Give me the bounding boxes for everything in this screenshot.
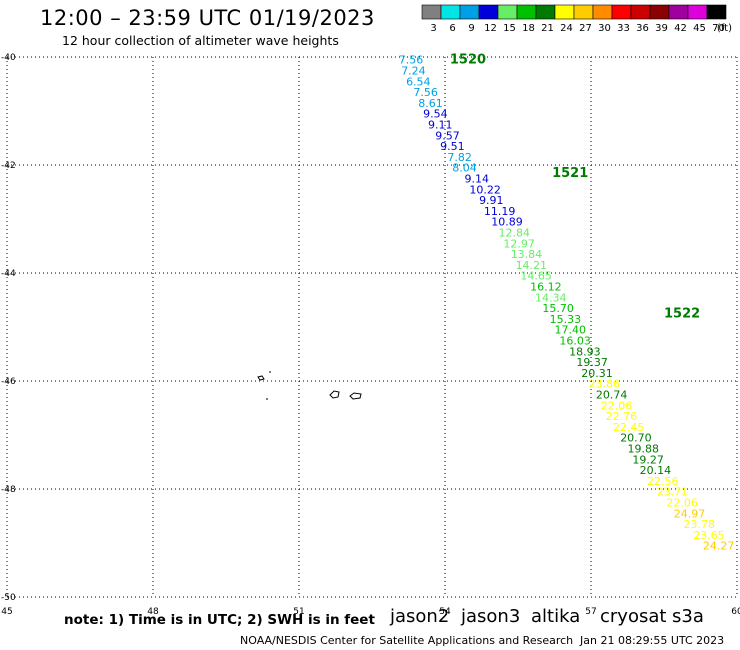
satellite-s3a: s3a <box>672 606 704 627</box>
scale-tick-label: 39 <box>655 23 668 34</box>
wave-height-value: 7.82 <box>447 151 472 164</box>
wave-height-value: 6.54 <box>406 75 431 88</box>
latitude-tick-label: -48 <box>1 485 16 495</box>
longitude-tick-label: 57 <box>585 607 596 617</box>
scale-tick-label: 45 <box>693 23 706 34</box>
map-tick-labels: 45 48 51 54 57 60 -40 -42 -44 -46 -48 -50 <box>1 53 740 617</box>
wave-height-value: 22.56 <box>647 475 679 488</box>
wave-height-value: 10.89 <box>491 216 523 229</box>
wave-height-value: 22.45 <box>613 421 645 434</box>
wave-height-value: 8.61 <box>418 97 443 110</box>
wave-height-value: 14.65 <box>520 270 552 283</box>
scale-tick-label: 33 <box>617 23 630 34</box>
chart-subtitle: 12 hour collection of altimeter wave hei… <box>62 33 339 48</box>
scale-tick-label: 70 <box>712 23 725 34</box>
latitude-tick-label: -50 <box>1 593 16 603</box>
wave-height-color-scale: 3 6 9 12 15 18 21 24 27 30 33 36 39 42 45 70(ft) <box>421 4 732 34</box>
longitude-tick-label: 45 <box>1 607 12 617</box>
wave-height-value: 17.40 <box>555 324 587 337</box>
wave-height-value: 23.86 <box>589 378 621 391</box>
wave-height-value: 11.19 <box>484 205 516 218</box>
wave-height-value: 9.57 <box>435 129 460 142</box>
scale-unit-label: (ft) <box>717 23 732 34</box>
wave-height-value: 16.03 <box>559 335 591 348</box>
wave-height-value: 18.93 <box>569 345 601 358</box>
island-outline <box>329 390 340 399</box>
latitude-tick-label: -44 <box>1 269 16 279</box>
wave-height-value: 10.22 <box>469 183 501 196</box>
wave-height-value: 9.51 <box>440 140 465 153</box>
longitude-tick-label: 60 <box>731 607 740 617</box>
wave-height-value: 19.37 <box>576 356 608 369</box>
scale-tick-label: 6 <box>449 23 455 34</box>
wave-height-value: 8.04 <box>452 162 477 175</box>
map-grid <box>6 56 738 598</box>
scale-tick-label: 3 <box>430 23 436 34</box>
orbit-pass-label: 1520 <box>450 53 486 68</box>
wave-height-value: 20.31 <box>581 367 613 380</box>
scale-tick-label: 24 <box>560 23 573 34</box>
latitude-tick-label: -46 <box>1 377 16 387</box>
scale-tick-label: 21 <box>541 23 554 34</box>
orbit-pass-label: 1521 <box>552 166 588 181</box>
wave-height-value: 20.70 <box>620 432 652 445</box>
scale-tick-label: 27 <box>579 23 592 34</box>
wave-height-value: 7.56 <box>413 86 438 99</box>
satellite-jason2: jason2 <box>390 606 450 627</box>
credit-line: NOAA/NESDIS Center for Satellite Applica… <box>240 634 574 647</box>
wave-height-value: 24.27 <box>703 540 735 553</box>
wave-height-value: 19.88 <box>628 443 660 456</box>
scale-tick-label: 15 <box>503 23 516 34</box>
chart-title: 12:00 – 23:59 UTC 01/19/2023 <box>40 6 375 30</box>
wave-height-value: 22.06 <box>601 399 633 412</box>
scale-tick-label: 30 <box>598 23 611 34</box>
wave-height-value: 15.70 <box>542 302 574 315</box>
longitude-tick-label: 54 <box>439 607 451 617</box>
wave-height-value: 20.74 <box>596 389 628 402</box>
wave-height-observations: 7.567.246.547.568.619.549.119.579.517.82… <box>399 54 735 553</box>
satellite-cryosat: cryosat <box>600 606 667 627</box>
scale-tick-label: 18 <box>522 23 535 34</box>
latitude-tick-label: -42 <box>1 161 16 171</box>
wave-height-value: 22.06 <box>666 497 698 510</box>
wave-height-value: 7.24 <box>401 65 426 78</box>
island-outlines <box>257 371 362 400</box>
wave-height-value: 16.12 <box>530 281 562 294</box>
latitude-tick-label: -40 <box>1 53 16 63</box>
wave-height-value: 19.27 <box>632 453 664 466</box>
wave-height-value: 9.14 <box>464 173 489 186</box>
wave-height-value: 23.78 <box>683 518 715 531</box>
wave-height-value: 7.56 <box>399 54 424 67</box>
longitude-tick-label: 48 <box>147 607 159 617</box>
wave-height-value: 23.65 <box>693 529 725 542</box>
generated-timestamp: Jan 21 08:29:55 UTC 2023 <box>580 634 725 647</box>
scale-tick-label: 36 <box>636 23 649 34</box>
longitude-tick-label: 51 <box>293 607 304 617</box>
units-note: note: 1) Time is in UTC; 2) SWH is in fe… <box>64 612 375 628</box>
scale-swatch <box>706 4 727 20</box>
wave-height-value: 22.76 <box>606 410 638 423</box>
scale-tick-label: 9 <box>468 23 474 34</box>
wave-height-value: 13.84 <box>511 248 543 261</box>
scale-tick-label: 12 <box>484 23 497 34</box>
wave-height-value: 20.14 <box>640 464 672 477</box>
island-outline <box>257 371 271 400</box>
wave-height-value: 12.97 <box>503 237 535 250</box>
wave-height-value: 14.34 <box>535 291 567 304</box>
wave-height-value: 9.54 <box>423 108 448 121</box>
wave-height-value: 14.21 <box>516 259 548 272</box>
wave-height-value: 9.11 <box>428 119 453 132</box>
orbit-pass-label: 1522 <box>664 307 700 322</box>
island-outline <box>349 392 362 400</box>
satellite-jason3: jason3 <box>461 606 521 627</box>
orbit-pass-labels: 1520 1521 1522 <box>450 53 700 322</box>
wave-height-value: 15.33 <box>550 313 582 326</box>
scale-tick-label: 42 <box>674 23 687 34</box>
wave-height-value: 23.71 <box>657 486 689 499</box>
satellite-altika: altika <box>531 606 581 627</box>
wave-height-value: 24.97 <box>674 507 706 520</box>
wave-height-value: 9.91 <box>479 194 504 207</box>
wave-height-value: 12.84 <box>499 227 531 240</box>
